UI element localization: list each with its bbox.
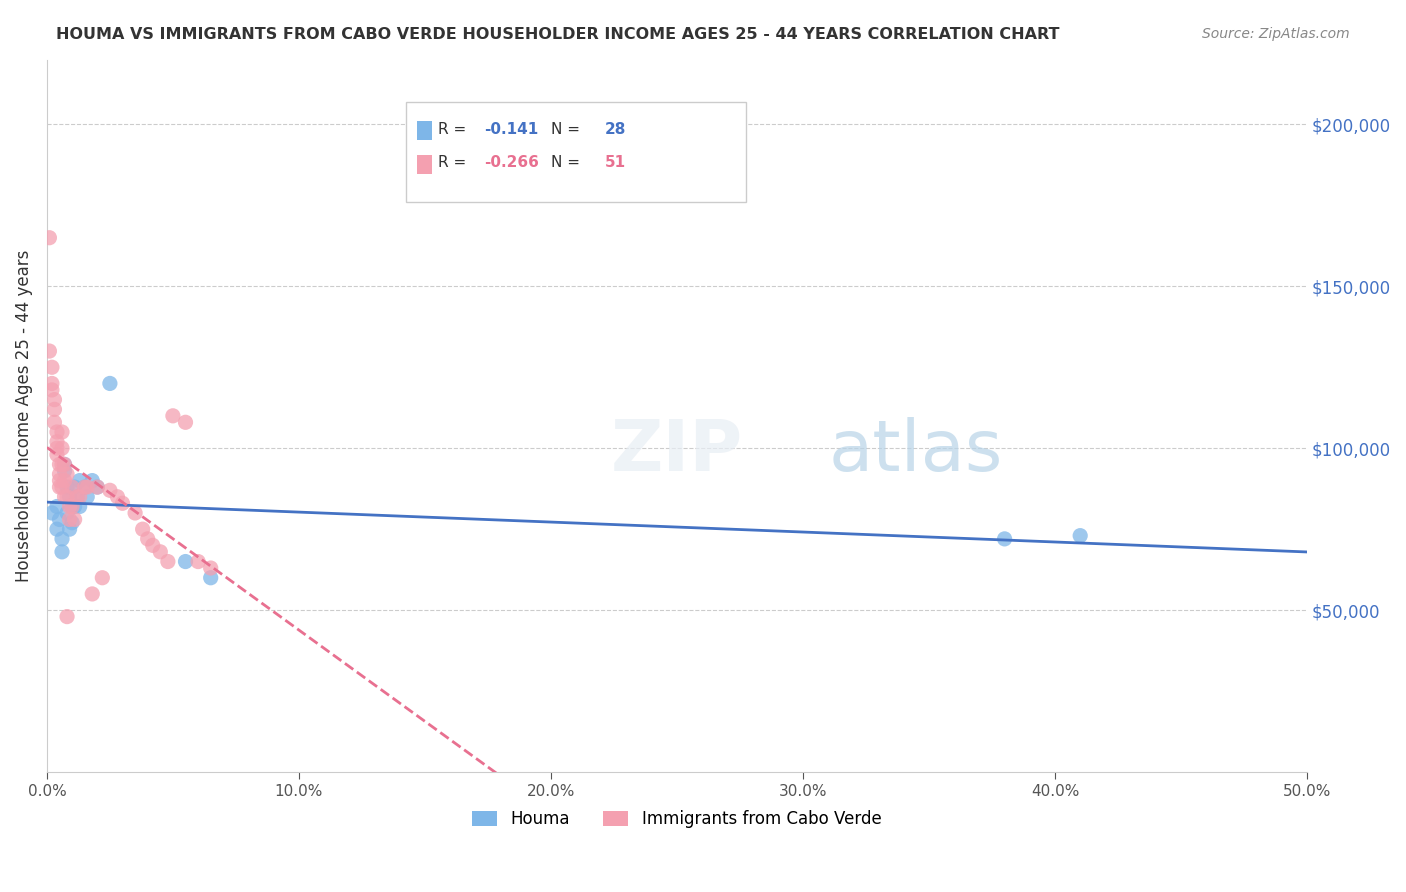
Point xyxy=(41,360,63,375)
Point xyxy=(51,532,73,546)
Point xyxy=(53,464,76,478)
Point xyxy=(63,512,86,526)
Point xyxy=(98,483,121,498)
Point xyxy=(187,555,209,569)
Point xyxy=(41,506,63,520)
Point xyxy=(53,490,76,504)
Point xyxy=(46,500,69,514)
Point xyxy=(142,538,165,552)
Text: N =: N = xyxy=(551,155,585,170)
Point xyxy=(66,490,89,504)
Point xyxy=(51,545,73,559)
Point xyxy=(91,571,114,585)
Point xyxy=(63,480,86,494)
Y-axis label: Householder Income Ages 25 - 44 years: Householder Income Ages 25 - 44 years xyxy=(15,250,32,582)
Point xyxy=(58,500,80,514)
Point xyxy=(46,434,69,449)
Point xyxy=(51,480,73,494)
Point xyxy=(162,409,184,423)
Point xyxy=(41,376,63,391)
Point xyxy=(993,532,1015,546)
Point xyxy=(111,496,134,510)
Point xyxy=(44,392,66,407)
Text: -0.141: -0.141 xyxy=(484,122,538,136)
Point xyxy=(82,587,104,601)
Point xyxy=(200,561,222,575)
Point xyxy=(69,474,91,488)
Point xyxy=(86,480,108,494)
Text: -0.266: -0.266 xyxy=(484,155,538,170)
Point xyxy=(73,480,96,494)
Point xyxy=(60,480,83,494)
Point xyxy=(60,516,83,530)
Point xyxy=(149,545,172,559)
Point xyxy=(156,555,179,569)
Point xyxy=(53,458,76,472)
Point xyxy=(56,506,79,520)
Point xyxy=(174,415,197,429)
Point xyxy=(124,506,146,520)
Text: 51: 51 xyxy=(605,155,626,170)
Point xyxy=(76,480,98,494)
Point xyxy=(48,474,70,488)
Point xyxy=(53,458,76,472)
Point xyxy=(48,467,70,482)
Point xyxy=(56,480,79,494)
Text: R =: R = xyxy=(437,122,471,136)
Point xyxy=(98,376,121,391)
Point xyxy=(131,522,153,536)
Point xyxy=(82,474,104,488)
Point xyxy=(86,480,108,494)
Point xyxy=(60,500,83,514)
Point xyxy=(46,522,69,536)
Point xyxy=(63,500,86,514)
Text: 28: 28 xyxy=(605,122,627,136)
Point xyxy=(56,490,79,504)
Text: atlas: atlas xyxy=(828,417,1002,486)
Text: ZIP: ZIP xyxy=(610,417,744,486)
Point xyxy=(46,448,69,462)
Point xyxy=(51,441,73,455)
Point xyxy=(58,512,80,526)
Point xyxy=(73,480,96,494)
Point xyxy=(76,490,98,504)
Point xyxy=(51,458,73,472)
Point xyxy=(136,532,159,546)
Point xyxy=(69,490,91,504)
Point xyxy=(58,490,80,504)
Point xyxy=(56,609,79,624)
Point xyxy=(38,230,60,244)
Point xyxy=(69,500,91,514)
Point xyxy=(44,402,66,417)
FancyBboxPatch shape xyxy=(406,103,747,202)
Point xyxy=(56,467,79,482)
Text: N =: N = xyxy=(551,122,585,136)
Point xyxy=(51,425,73,439)
Text: R =: R = xyxy=(437,155,471,170)
Point xyxy=(44,415,66,429)
Point xyxy=(41,383,63,397)
Point xyxy=(200,571,222,585)
Point xyxy=(66,490,89,504)
Point xyxy=(60,500,83,514)
Point xyxy=(107,490,129,504)
FancyBboxPatch shape xyxy=(418,155,433,174)
Point xyxy=(1069,528,1091,542)
Point xyxy=(46,441,69,455)
Point xyxy=(48,458,70,472)
Legend: Houma, Immigrants from Cabo Verde: Houma, Immigrants from Cabo Verde xyxy=(465,804,889,835)
FancyBboxPatch shape xyxy=(418,121,433,140)
Point xyxy=(58,522,80,536)
Point xyxy=(38,344,60,359)
Point xyxy=(46,425,69,439)
Point xyxy=(53,474,76,488)
Text: Source: ZipAtlas.com: Source: ZipAtlas.com xyxy=(1202,27,1350,41)
Point xyxy=(48,480,70,494)
Point xyxy=(174,555,197,569)
Text: HOUMA VS IMMIGRANTS FROM CABO VERDE HOUSEHOLDER INCOME AGES 25 - 44 YEARS CORREL: HOUMA VS IMMIGRANTS FROM CABO VERDE HOUS… xyxy=(56,27,1060,42)
Point xyxy=(48,512,70,526)
